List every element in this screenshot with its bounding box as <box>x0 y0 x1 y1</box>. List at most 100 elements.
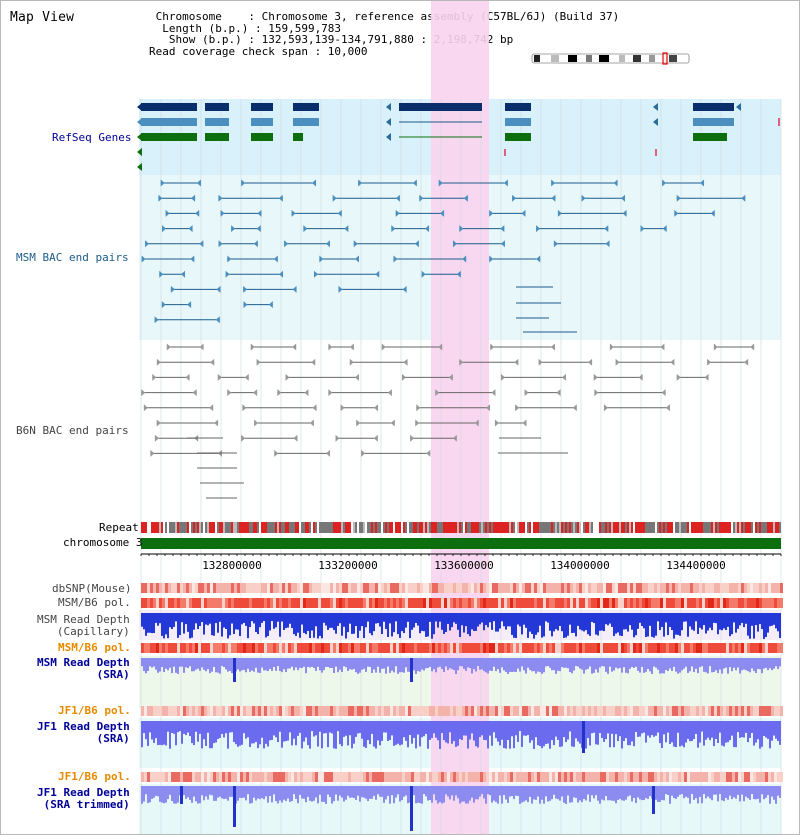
depth-bar <box>567 613 569 636</box>
heatmap-tracks[interactable] <box>141 583 783 782</box>
repeat-element <box>181 522 183 533</box>
heat-cell <box>345 583 348 593</box>
heat-cell <box>531 598 534 608</box>
depth-bar <box>455 613 457 624</box>
depth-bar <box>613 721 615 748</box>
heat-cell <box>417 706 420 716</box>
depth-bar <box>773 721 775 736</box>
depth-bar <box>603 786 605 801</box>
repeat-element <box>355 522 357 533</box>
bac-end <box>438 343 443 351</box>
repeat-element <box>683 522 685 533</box>
depth-bar <box>417 658 419 672</box>
depth-bar <box>591 721 593 734</box>
depth-bar <box>337 658 339 673</box>
depth-bar <box>691 613 693 630</box>
heat-cell <box>165 706 168 716</box>
chromosome-ideogram[interactable] <box>531 52 690 65</box>
heat-cell <box>483 772 486 782</box>
msm-bac-track[interactable] <box>141 179 746 333</box>
depth-bar <box>485 613 487 626</box>
heat-cell <box>309 583 312 593</box>
depth-bar <box>641 721 643 734</box>
repeat-element <box>229 522 231 533</box>
depth-bar <box>553 613 555 632</box>
depth-bar <box>197 721 199 742</box>
bac-end <box>713 343 718 351</box>
refseq-genes-track[interactable] <box>137 103 780 171</box>
depth-bar <box>251 613 253 622</box>
depth-bar <box>521 658 523 667</box>
depth-bar <box>571 658 573 674</box>
bac-end <box>521 209 526 217</box>
heat-cell <box>558 598 561 608</box>
heat-cell <box>231 583 234 593</box>
heat-cell <box>153 643 156 653</box>
depth-bar <box>581 613 583 631</box>
depth-bar <box>329 786 331 798</box>
heat-cell <box>630 772 633 782</box>
repeat-track[interactable] <box>141 522 781 533</box>
depth-bar <box>183 658 185 673</box>
depth-bar <box>663 786 665 801</box>
heat-cell <box>477 583 480 593</box>
heat-cell <box>543 583 546 593</box>
heat-cell <box>423 643 426 653</box>
b6n-bac-track[interactable] <box>141 343 755 499</box>
heat-cell <box>435 772 438 782</box>
depth-bar <box>689 721 691 742</box>
repeat-element <box>673 522 675 533</box>
heat-cell <box>471 583 474 593</box>
depth-bar <box>251 721 253 744</box>
depth-bar <box>209 658 211 674</box>
repeat-element <box>159 522 161 533</box>
heat-cell <box>345 598 348 608</box>
depth-bar <box>765 613 767 637</box>
depth-bar <box>263 658 265 671</box>
heat-cell <box>159 706 162 716</box>
bac-end <box>403 358 408 366</box>
heat-cell <box>261 706 264 716</box>
depth-bar <box>613 786 615 801</box>
bac-end <box>615 358 620 366</box>
depth-bar <box>743 786 745 802</box>
heat-cell <box>180 598 183 608</box>
chromosome-bar[interactable] <box>141 538 781 549</box>
depth-bar <box>167 721 169 732</box>
depth-bar <box>351 721 353 749</box>
heat-cell <box>339 598 342 608</box>
depth-bar <box>565 721 567 742</box>
heat-cell <box>528 772 531 782</box>
depth-bar <box>755 658 757 674</box>
repeat-element <box>189 522 191 533</box>
heat-cell <box>147 598 150 608</box>
depth-bar <box>361 658 363 670</box>
repeat-element <box>373 522 375 533</box>
repeat-element <box>267 522 269 533</box>
repeat-element <box>367 522 369 533</box>
depth-bar <box>427 613 429 637</box>
heat-cell <box>228 772 231 782</box>
depth-bar <box>141 721 143 748</box>
heat-cell <box>489 583 492 593</box>
depth-bar <box>615 613 617 634</box>
depth-bar <box>375 786 377 800</box>
depth-bar <box>647 721 649 736</box>
heat-cell <box>699 598 702 608</box>
heat-cell <box>402 583 405 593</box>
heat-cell <box>639 706 642 716</box>
heat-cell <box>489 772 492 782</box>
depth-bar <box>493 658 495 667</box>
heat-cell <box>612 706 615 716</box>
heat-cell <box>147 583 150 593</box>
depth-bar <box>761 613 763 630</box>
depth-tracks[interactable] <box>141 613 781 831</box>
heat-cell <box>165 583 168 593</box>
bac-end <box>254 419 259 427</box>
depth-bar <box>583 613 585 632</box>
depth-bar <box>603 613 605 632</box>
bac-end <box>199 240 204 248</box>
depth-bar <box>655 786 657 800</box>
heat-cell <box>522 643 525 653</box>
